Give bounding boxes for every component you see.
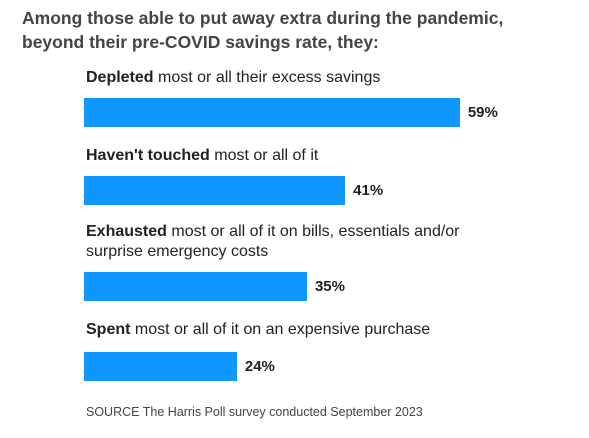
category-bold: Depleted: [86, 69, 154, 86]
value-label: 41%: [353, 182, 384, 199]
value-label: 59%: [467, 104, 498, 121]
category-bold: Haven't touched: [86, 147, 210, 164]
bar: [84, 176, 346, 205]
category-text: most or all their excess savings: [158, 69, 381, 86]
category-label: Spent most or all of it on an expensive …: [86, 320, 466, 340]
category-label: Depleted most or all their excess saving…: [86, 68, 466, 88]
value-label: 35%: [314, 278, 345, 295]
source-note: SOURCE The Harris Poll survey conducted …: [86, 405, 423, 419]
category-bold: Exhausted: [86, 223, 167, 240]
category-label: Haven't touched most or all of it: [86, 146, 466, 166]
chart-title: Among those able to put away extra durin…: [22, 8, 504, 28]
category-text: most or all of it: [214, 147, 319, 164]
bar: [84, 352, 237, 381]
value-label: 24%: [244, 358, 275, 375]
chart-title: beyond their pre-COVID savings rate, the…: [22, 32, 379, 52]
bar: [84, 98, 460, 127]
category-text: most or all of it on bills, essentials a…: [86, 223, 460, 260]
category-text: most or all of it on an expensive purcha…: [134, 321, 431, 338]
category-label: Exhausted most or all of it on bills, es…: [86, 222, 466, 262]
bar: [84, 272, 307, 301]
category-bold: Spent: [86, 321, 131, 338]
